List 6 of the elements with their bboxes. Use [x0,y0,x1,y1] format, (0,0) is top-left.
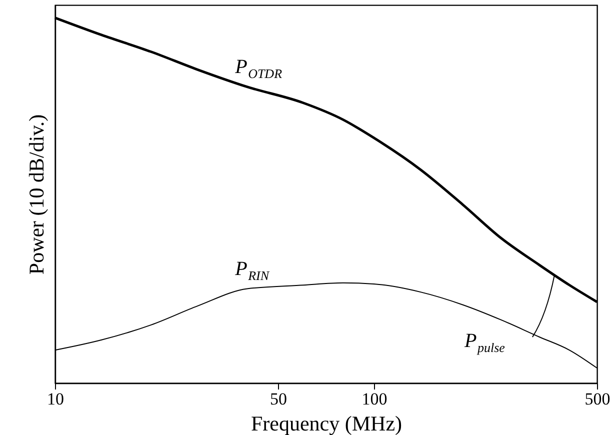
x-axis-title: Frequency (MHz) [250,412,402,435]
x-tick-label: 10 [47,390,64,408]
y-axis-title: Power (10 dB/div.) [24,114,48,275]
x-tick-label: 500 [584,390,610,408]
x-tick-label: 100 [362,390,388,408]
x-tick-label: 50 [270,390,287,408]
